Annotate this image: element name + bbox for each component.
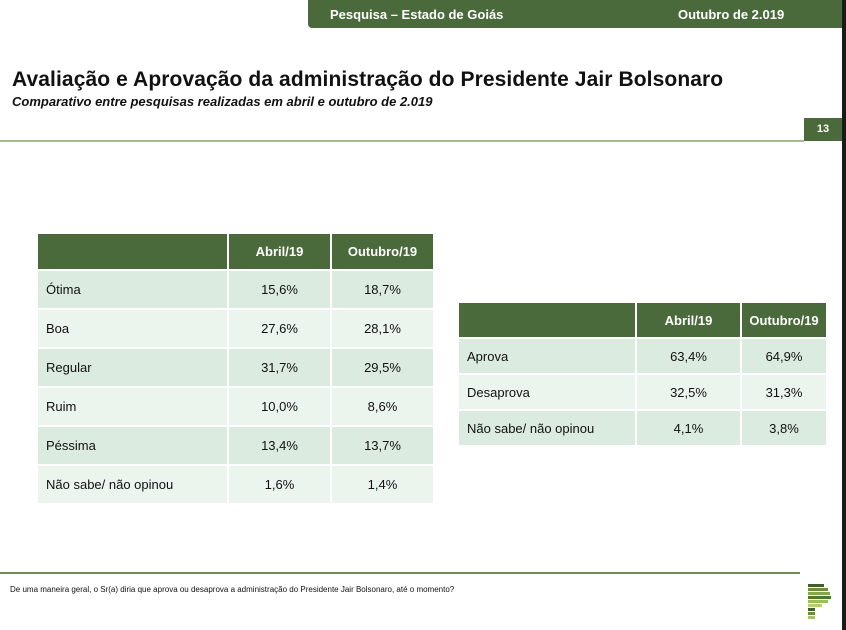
row-label: Regular	[38, 349, 227, 386]
page-number: 13	[804, 118, 842, 141]
table-row: Ruim 10,0% 8,6%	[38, 388, 433, 425]
page-title: Avaliação e Aprovação da administração d…	[12, 68, 724, 91]
table-header-row: Abril/19 Outubro/19	[38, 234, 433, 269]
survey-question-footnote: De uma maneira geral, o Sr(a) diria que …	[10, 585, 455, 594]
approval-table: Abril/19 Outubro/19 Aprova 63,4% 64,9% D…	[457, 301, 828, 447]
header-divider	[0, 140, 804, 142]
column-header-outubro: Outubro/19	[742, 303, 826, 337]
table-row: Aprova 63,4% 64,9%	[459, 339, 826, 373]
outubro-value: 1,4%	[332, 466, 433, 503]
column-header-label	[459, 303, 635, 337]
table-header-row: Abril/19 Outubro/19	[459, 303, 826, 337]
abril-value: 27,6%	[229, 310, 330, 347]
table-row: Não sabe/ não opinou 4,1% 3,8%	[459, 411, 826, 445]
abril-value: 13,4%	[229, 427, 330, 464]
table-row: Boa 27,6% 28,1%	[38, 310, 433, 347]
footer-divider	[0, 572, 800, 574]
row-label: Boa	[38, 310, 227, 347]
column-header-outubro: Outubro/19	[332, 234, 433, 269]
window-edge	[842, 0, 846, 630]
outubro-value: 64,9%	[742, 339, 826, 373]
outubro-value: 31,3%	[742, 375, 826, 409]
abril-value: 1,6%	[229, 466, 330, 503]
outubro-value: 3,8%	[742, 411, 826, 445]
column-header-abril: Abril/19	[637, 303, 740, 337]
outubro-value: 29,5%	[332, 349, 433, 386]
abril-value: 10,0%	[229, 388, 330, 425]
brand-logo-icon	[808, 584, 831, 619]
row-label: Não sabe/ não opinou	[38, 466, 227, 503]
row-label: Não sabe/ não opinou	[459, 411, 635, 445]
outubro-value: 13,7%	[332, 427, 433, 464]
survey-label: Pesquisa – Estado de Goiás	[330, 7, 504, 22]
header-bar: Pesquisa – Estado de Goiás Outubro de 2.…	[308, 0, 842, 28]
date-label: Outubro de 2.019	[678, 7, 785, 22]
row-label: Aprova	[459, 339, 635, 373]
row-label: Ótima	[38, 271, 227, 308]
column-header-abril: Abril/19	[229, 234, 330, 269]
abril-value: 15,6%	[229, 271, 330, 308]
row-label: Ruim	[38, 388, 227, 425]
evaluation-table: Abril/19 Outubro/19 Ótima 15,6% 18,7% Bo…	[36, 232, 435, 505]
outubro-value: 18,7%	[332, 271, 433, 308]
abril-value: 63,4%	[637, 339, 740, 373]
abril-value: 32,5%	[637, 375, 740, 409]
table-row: Desaprova 32,5% 31,3%	[459, 375, 826, 409]
abril-value: 31,7%	[229, 349, 330, 386]
outubro-value: 8,6%	[332, 388, 433, 425]
table-row: Não sabe/ não opinou 1,6% 1,4%	[38, 466, 433, 503]
abril-value: 4,1%	[637, 411, 740, 445]
column-header-label	[38, 234, 227, 269]
table-row: Péssima 13,4% 13,7%	[38, 427, 433, 464]
table-row: Regular 31,7% 29,5%	[38, 349, 433, 386]
outubro-value: 28,1%	[332, 310, 433, 347]
row-label: Péssima	[38, 427, 227, 464]
table-row: Ótima 15,6% 18,7%	[38, 271, 433, 308]
page-subtitle: Comparativo entre pesquisas realizadas e…	[12, 94, 433, 109]
row-label: Desaprova	[459, 375, 635, 409]
